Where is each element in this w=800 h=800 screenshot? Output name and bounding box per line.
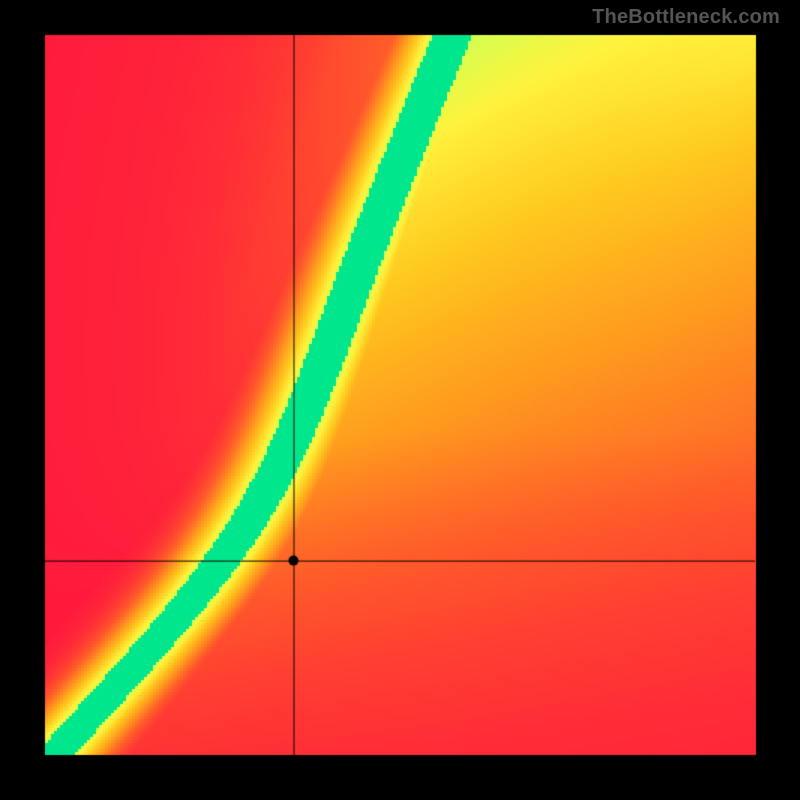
chart-container: TheBottleneck.com xyxy=(0,0,800,800)
watermark-text: TheBottleneck.com xyxy=(592,6,780,29)
heatmap-canvas xyxy=(0,0,800,800)
